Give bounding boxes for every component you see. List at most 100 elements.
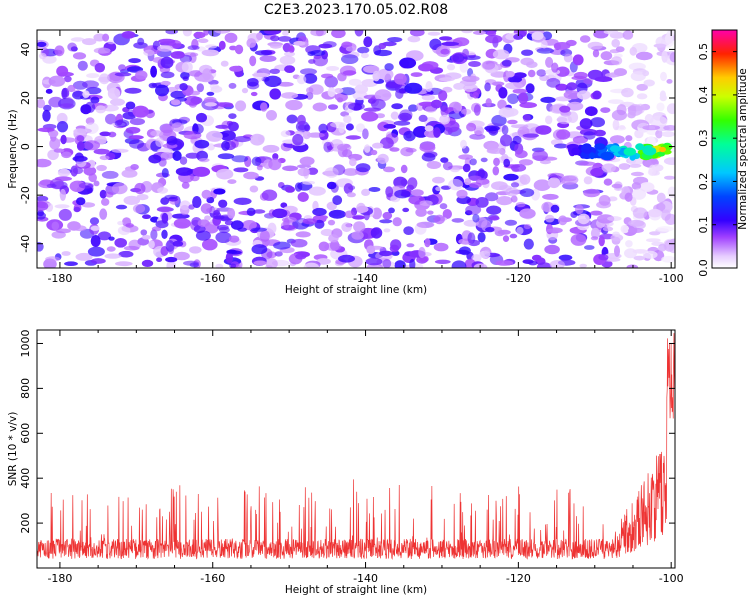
heatmap-cell: [442, 209, 452, 219]
heatmap-cell: [608, 99, 624, 104]
heatmap-cell: [406, 243, 415, 248]
heatmap-cell: [424, 125, 434, 132]
heatmap-cell: [408, 104, 418, 112]
heatmap-cell: [37, 195, 49, 202]
heatmap-cell: [192, 166, 211, 177]
heatmap-cell: [505, 82, 523, 90]
heatmap-cell: [233, 197, 252, 205]
heatmap-cell: [249, 133, 265, 146]
heatmap-cell: [42, 109, 51, 122]
heatmap-cell: [520, 57, 534, 66]
heatmap-cell: [374, 89, 392, 102]
heatmap-cell: [96, 164, 107, 172]
heatmap-cell: [351, 231, 364, 240]
heatmap-cell: [302, 130, 311, 140]
heatmap-cell: [83, 140, 101, 151]
heatmap-cell: [343, 183, 354, 195]
heatmap-cell: [324, 167, 339, 178]
heatmap-panel: -180 -160 -140 -120 -100 -40 -20 0 20 40 Height …: [7, 29, 684, 296]
heatmap-cell: [73, 128, 88, 135]
heatmap-cell: [87, 246, 105, 257]
heatmap-cell: [107, 87, 121, 100]
heatmap-cell: [206, 91, 215, 96]
heatmap-cell: [264, 75, 282, 88]
heatmap-cell: [545, 228, 560, 233]
heatmap-cell: [389, 244, 400, 253]
heatmap-cell: [522, 133, 540, 138]
heatmap-cell: [554, 143, 568, 149]
heatmap-cell: [460, 108, 472, 115]
heatmap-cell: [136, 194, 149, 201]
heatmap-cell: [471, 254, 482, 262]
heatmap-cell: [229, 65, 244, 72]
heatmap-cell: [304, 124, 311, 132]
heatmap-cell: [338, 254, 355, 263]
heatmap-cell: [141, 259, 154, 267]
heatmap-cell: [642, 250, 658, 259]
heatmap-cell: [594, 76, 613, 82]
heatmap-cell: [349, 158, 357, 167]
heatmap-cell: [573, 71, 588, 80]
heatmap-cell: [284, 51, 296, 57]
heatmap-cell: [590, 227, 600, 239]
heatmap-cell: [182, 30, 192, 37]
heatmap-cell: [273, 241, 291, 250]
heatmap-cell: [522, 259, 534, 264]
heatmap-cell: [45, 88, 53, 94]
heatmap-cell: [326, 181, 337, 190]
heatmap-cell: [207, 143, 215, 151]
heatmap-cell: [143, 49, 155, 56]
y-tick-label: 600: [19, 423, 32, 444]
heatmap-cell: [202, 68, 212, 81]
heatmap-cell: [296, 114, 306, 126]
heatmap-cell: [214, 30, 231, 34]
heatmap-cell: [500, 134, 513, 147]
heatmap-cell: [99, 131, 111, 137]
heatmap-cell: [312, 207, 327, 216]
heatmap-cell: [324, 75, 339, 88]
heatmap-cell: [501, 59, 512, 67]
heatmap-y-ticks: -40 -20 0 20 40: [19, 42, 675, 253]
heatmap-cell: [483, 249, 491, 256]
heatmap-cell: [306, 87, 314, 94]
heatmap-cell: [659, 90, 667, 100]
heatmap-cell: [410, 72, 423, 77]
heatmap-cell: [89, 217, 100, 225]
heatmap-cell: [206, 130, 223, 142]
heatmap-cell: [426, 161, 442, 169]
heatmap-cell: [303, 262, 320, 268]
colorbar-label: Normalized spectral amplitude: [737, 68, 749, 229]
heatmap-cell: [228, 235, 240, 243]
heatmap-cell: [515, 202, 526, 208]
heatmap-y-axis-label: Frequency (Hz): [7, 109, 19, 188]
heatmap-cell: [83, 166, 97, 176]
heatmap-x-axis-label: Height of straight line (km): [285, 284, 427, 296]
heatmap-cell: [318, 43, 333, 49]
heatmap-cell: [485, 34, 503, 44]
heatmap-cell: [613, 68, 628, 77]
heatmap-cell: [383, 124, 397, 129]
heatmap-cell: [546, 77, 561, 88]
heatmap-cell: [510, 182, 520, 188]
heatmap-cell: [280, 92, 299, 99]
heatmap-cell: [226, 249, 238, 254]
heatmap-cell: [343, 115, 352, 124]
heatmap-cell: [286, 114, 298, 124]
heatmap-cell: [51, 221, 60, 231]
heatmap-cell: [407, 35, 421, 43]
heatmap-cell: [313, 54, 322, 60]
heatmap-cell: [327, 219, 336, 226]
heatmap-cell: [337, 143, 352, 152]
heatmap-cell: [101, 170, 119, 179]
heatmap-cell: [353, 221, 366, 233]
heatmap-cell: [365, 257, 383, 266]
heatmap-signal-cell: [571, 147, 580, 156]
heatmap-cell: [563, 53, 573, 63]
heatmap-cell: [114, 72, 132, 77]
heatmap-cell: [468, 175, 482, 181]
heatmap-cell: [228, 82, 237, 89]
heatmap-cell: [463, 84, 478, 92]
heatmap-cell: [469, 158, 477, 166]
heatmap-cell: [468, 61, 481, 67]
heatmap-cell: [172, 240, 184, 247]
